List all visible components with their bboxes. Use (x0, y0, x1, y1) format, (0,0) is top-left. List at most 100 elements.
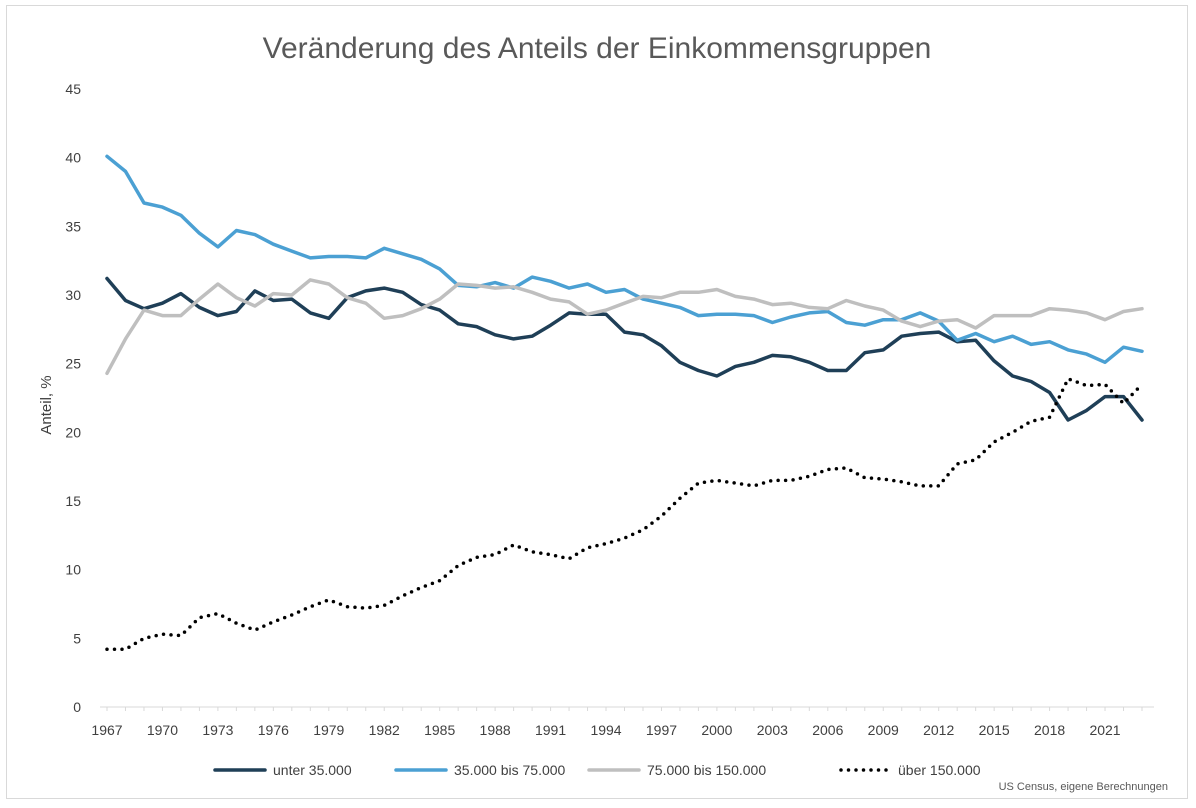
series-line (105, 278, 1144, 376)
data-point (660, 344, 664, 348)
data-point (1103, 318, 1107, 322)
data-point (604, 312, 608, 316)
data-point (882, 348, 886, 352)
data-point (697, 369, 701, 373)
x-tick-label: 1988 (480, 722, 511, 738)
data-point (1140, 383, 1144, 387)
data-point (1011, 334, 1015, 338)
data-point (660, 296, 664, 300)
data-point (752, 361, 756, 365)
data-point (364, 256, 368, 260)
data-point (660, 514, 664, 518)
series-line (105, 377, 1144, 652)
data-point (826, 307, 830, 311)
data-point (382, 317, 386, 321)
data-point (1048, 340, 1052, 344)
data-point (937, 319, 941, 323)
data-point (567, 311, 571, 315)
data-point (660, 301, 664, 305)
data-point (530, 275, 534, 279)
data-point (530, 550, 534, 554)
data-point (216, 245, 220, 249)
legend-item: unter 35.000 (213, 762, 352, 778)
data-point (105, 372, 109, 376)
data-point (697, 314, 701, 318)
data-point (235, 229, 239, 233)
data-point (1011, 431, 1015, 435)
y-axis-title: Anteil, % (38, 375, 55, 434)
data-point (419, 258, 423, 262)
data-point (216, 314, 220, 318)
data-point (808, 306, 812, 310)
data-point (641, 295, 645, 299)
data-point (900, 319, 904, 323)
x-tick-label: 2012 (923, 722, 954, 738)
data-point (346, 255, 350, 259)
legend-item: 35.000 bis 75.000 (394, 762, 566, 778)
data-point (845, 466, 849, 470)
y-tick-label: 20 (65, 424, 81, 440)
data-point (678, 306, 682, 310)
data-point (401, 594, 405, 598)
data-point (604, 542, 608, 546)
data-point (734, 312, 738, 316)
chart-frame: Veränderung des Anteils der Einkommensgr… (6, 5, 1188, 799)
data-point (697, 481, 701, 485)
data-point (1085, 384, 1089, 388)
data-point (789, 301, 793, 305)
legend-label: unter 35.000 (273, 762, 352, 778)
data-point (401, 314, 405, 318)
data-point (309, 256, 313, 260)
data-point (974, 332, 978, 336)
data-point (678, 361, 682, 365)
data-point (567, 300, 571, 304)
data-point (586, 546, 590, 550)
data-point (290, 297, 294, 301)
data-point (235, 296, 239, 300)
data-point (771, 354, 775, 358)
data-point (882, 308, 886, 312)
x-tick-label: 2009 (868, 722, 899, 738)
data-point (734, 365, 738, 369)
x-tick-label: 2015 (979, 722, 1010, 738)
data-point (475, 325, 479, 329)
data-point (863, 476, 867, 480)
data-point (549, 280, 553, 284)
data-point (900, 480, 904, 484)
data-point (438, 579, 442, 583)
data-point (586, 312, 590, 316)
data-point (493, 286, 497, 290)
y-tick-label: 30 (65, 287, 81, 303)
data-point (974, 339, 978, 343)
line-chart: Veränderung des Anteils der Einkommensgr… (38, 32, 1168, 793)
source-note: US Census, eigene Berechnungen (999, 781, 1168, 793)
data-point (1103, 395, 1107, 399)
data-point (1122, 310, 1126, 314)
data-point (1122, 345, 1126, 349)
data-point (456, 564, 460, 568)
data-point (530, 334, 534, 338)
data-point (937, 330, 941, 334)
data-point (845, 299, 849, 303)
data-point (198, 297, 202, 301)
data-point (198, 616, 202, 620)
series-group (105, 278, 1144, 376)
y-tick-label: 0 (73, 699, 81, 715)
data-point (604, 308, 608, 312)
data-point (1085, 409, 1089, 413)
data-point (678, 497, 682, 501)
data-point (992, 440, 996, 444)
x-tick-label: 2003 (757, 722, 788, 738)
data-point (438, 308, 442, 312)
data-point (752, 297, 756, 301)
data-point (327, 317, 331, 321)
data-point (364, 606, 368, 610)
legend-label: über 150.000 (898, 762, 981, 778)
data-point (1140, 307, 1144, 311)
data-point (124, 299, 128, 303)
data-point (697, 291, 701, 295)
data-point (179, 634, 183, 638)
data-point (309, 278, 313, 282)
data-point (623, 288, 627, 292)
data-point (161, 632, 165, 636)
